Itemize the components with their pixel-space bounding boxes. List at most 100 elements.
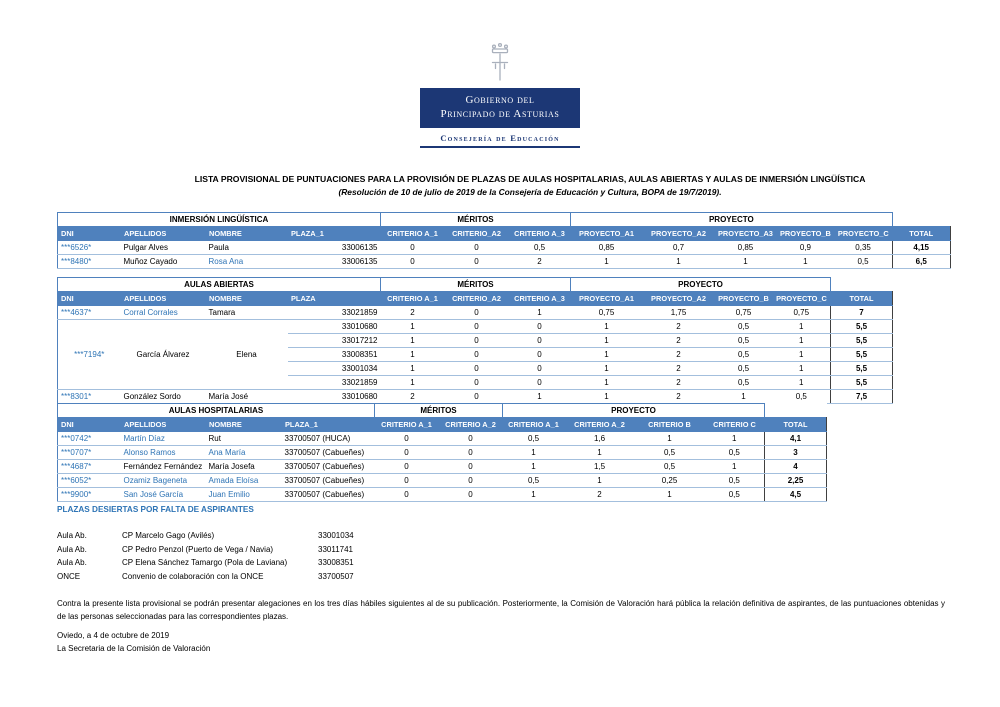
government-name-box: Gobierno del Principado de Asturias — [420, 88, 580, 128]
group-banner: MÉRITOS — [380, 212, 571, 227]
cell-score: 1 — [564, 473, 635, 488]
cell-total: 4,15 — [891, 240, 951, 255]
cell-nombre: Ana María — [205, 445, 282, 460]
cell-score: 1 — [570, 319, 643, 334]
appeals-paragraph: Contra la presente lista provisional se … — [57, 599, 945, 621]
vacant-seat-description: CP Marcelo Gago (Avilés) — [122, 531, 215, 540]
cell-score: 1 — [772, 333, 831, 348]
cell-score: 1 — [772, 361, 831, 376]
cell-score: 0 — [444, 319, 509, 334]
cell-plaza: 33006135 — [287, 240, 381, 255]
signature-line: La Secretaria de la Comisión de Valoraci… — [57, 644, 211, 653]
column-header: DNI — [57, 291, 121, 306]
column-header: PROYECTO_C — [833, 226, 893, 241]
cell-score: 0,5 — [714, 333, 773, 348]
table-row: ***6052* Ozamiz Bageneta Amada Eloísa 33700… — [57, 473, 827, 488]
cell-score: 1 — [502, 487, 565, 502]
cell-score: 0,75 — [772, 305, 831, 320]
cell-plazal: 33700507 (HUCA) — [281, 431, 375, 446]
table-row: ***7194* García Álvarez Elena 33010680 1 0 0 1 2… — [57, 319, 893, 390]
department-divider — [420, 146, 580, 148]
cell-score: 0 — [444, 254, 509, 269]
government-name-line1: Gobierno del — [465, 94, 535, 107]
table-row: 33001034 1 0 0 1 2 0,5 1 5,5 — [58, 361, 893, 376]
cell-score: 0 — [374, 473, 439, 488]
cell-score: 1 — [570, 375, 643, 390]
table-row: ***8301* González Sordo María José 33010680… — [57, 389, 893, 404]
cell-plaza: 33021859 — [287, 305, 381, 320]
cell-score: 1 — [508, 305, 571, 320]
cell-total: 2,25 — [764, 473, 827, 488]
group-banner: INMERSIÓN LINGÜÍSTICA — [57, 212, 381, 227]
cell-score: 0 — [374, 459, 439, 474]
cell-dni: ***6052* — [57, 473, 121, 488]
column-header: PLAZA_1 — [281, 417, 375, 432]
cell-plaza: 33017212 — [287, 333, 381, 348]
column-header: APELLIDOS — [120, 417, 206, 432]
cell-nombre: Elena — [205, 319, 288, 390]
group-banner: PROYECTO — [570, 277, 831, 292]
column-header: PROYECTO_A3 — [714, 226, 777, 241]
group-banner: AULAS HOSPITALARIAS — [57, 403, 375, 418]
cell-apellidos: García Álvarez — [120, 319, 206, 390]
cell-score: 2 — [642, 361, 715, 376]
cell-score: 1 — [380, 375, 445, 390]
banner-gap — [892, 213, 950, 227]
cell-dni: ***0742* — [57, 431, 121, 446]
cell-score: 1 — [714, 254, 777, 269]
vacant-seat-code: 33001034 — [318, 531, 354, 540]
cell-score: 0 — [444, 375, 509, 390]
group-banner: PROYECTO — [570, 212, 893, 227]
table-row: ***8480* Muñoz Cayado Rosa Ana 33006135 0 0 2 1… — [57, 254, 951, 269]
cell-apellidos: Corral Corrales — [120, 305, 206, 320]
cell-score: 2 — [642, 347, 715, 362]
cell-score: 1 — [776, 254, 835, 269]
column-header: PLAZA_1 — [287, 226, 381, 241]
cell-score: 1 — [772, 375, 831, 390]
column-header: NOMBRE — [205, 291, 288, 306]
cell-score: 1 — [380, 347, 445, 362]
cell-score: 1 — [570, 333, 643, 348]
cell-dni: ***8480* — [57, 254, 121, 269]
column-header: CRITERIO C — [704, 417, 765, 432]
cell-apellidos: Muñoz Cayado — [120, 254, 206, 269]
cell-nombre: Rosa Ana — [205, 254, 288, 269]
cell-score: 0 — [438, 431, 503, 446]
group-banner: MÉRITOS — [380, 277, 571, 292]
cell-score: 2 — [508, 254, 571, 269]
cell-apellidos: San José García — [120, 487, 206, 502]
column-header: DNI — [57, 226, 121, 241]
cell-score: 1 — [508, 389, 571, 404]
cell-score: 1 — [380, 333, 445, 348]
cell-score: 0 — [438, 487, 503, 502]
cell-total: 5,5 — [830, 361, 893, 376]
column-header: NOMBRE — [205, 417, 282, 432]
column-header: APELLIDOS — [120, 291, 206, 306]
cell-score: 2 — [642, 319, 715, 334]
cell-score: 1 — [704, 459, 765, 474]
table-row: ***9900* San José García Juan Emilio 337005… — [57, 487, 827, 502]
cell-apellidos: Martín Díaz — [120, 431, 206, 446]
cell-score: 0,9 — [776, 240, 835, 255]
cell-plaza: 33008351 — [287, 347, 381, 362]
vacant-seat-row: ONCE Convenio de colaboración con la ONCE… — [57, 570, 657, 584]
cell-apellidos: Pulgar Alves — [120, 240, 206, 255]
vacant-seat-code: 33008351 — [318, 558, 354, 567]
column-header: PLAZA — [287, 291, 381, 306]
title-block: LISTA PROVISIONAL DE PUNTUACIONES PARA L… — [100, 174, 960, 197]
cell-score: 0 — [380, 240, 445, 255]
cell-score: 0 — [374, 487, 439, 502]
cell-score: 1 — [772, 319, 831, 334]
cell-score: 0 — [444, 361, 509, 376]
cell-total: 4,1 — [764, 431, 827, 446]
cell-plazal: 33700507 (Cabueñes) — [281, 459, 375, 474]
cell-score: 0 — [444, 333, 509, 348]
vacant-seats-section: PLAZAS DESIERTAS POR FALTA DE ASPIRANTES… — [57, 505, 657, 583]
cell-score: 0,5 — [772, 389, 831, 404]
cell-total: 5,5 — [830, 333, 893, 348]
cell-score: 0,35 — [834, 240, 893, 255]
column-header: CRITERIO B — [634, 417, 705, 432]
cell-nombre: María José — [205, 389, 288, 404]
table-row: ***4687* Fernández Fernández María Josefa 3… — [57, 459, 827, 474]
cell-score: 0,5 — [714, 319, 773, 334]
